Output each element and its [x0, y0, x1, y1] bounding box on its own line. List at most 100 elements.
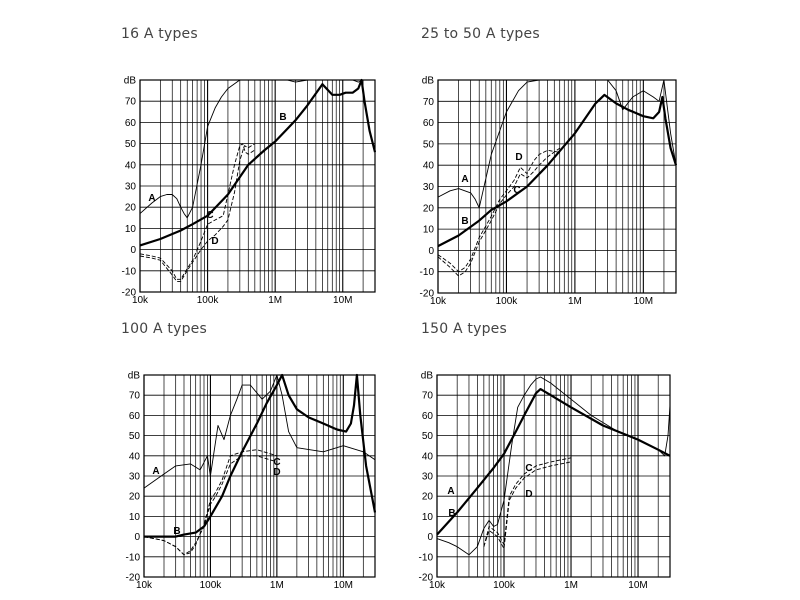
series-line-b: [437, 93, 678, 248]
series-line-a: [437, 79, 677, 209]
y-tick-label: 10: [422, 512, 434, 523]
series-line-b: [436, 388, 671, 536]
plot-frame: [143, 374, 376, 578]
y-tick-label: -20: [420, 289, 435, 300]
y-tick-label: -20: [126, 573, 141, 584]
series-line-b: [144, 373, 377, 538]
y-tick-label: 0: [134, 532, 140, 543]
plot-frame: [436, 374, 671, 578]
x-tick-label: 10k: [136, 580, 153, 591]
x-tick-label: 10k: [132, 295, 149, 306]
curve-label-d: D: [525, 489, 532, 500]
curve-label-c: C: [513, 185, 520, 196]
curve-label-a: A: [447, 486, 454, 497]
y-tick-label: 10: [423, 225, 435, 236]
y-tick-label: 0: [130, 245, 136, 256]
y-tick-label: 70: [129, 391, 141, 402]
y-tick-label: -10: [419, 552, 434, 563]
x-tick-label: 10M: [628, 580, 647, 591]
y-tick-label: 70: [125, 97, 137, 108]
curve-label-c: C: [206, 210, 213, 221]
x-tick-label: 100k: [200, 580, 223, 591]
x-tick-label: 1M: [568, 296, 582, 307]
x-tick-label: 10M: [634, 296, 653, 307]
x-tick-label: 1M: [564, 580, 578, 591]
series-line-c: [139, 143, 256, 280]
y-tick-label: 60: [129, 411, 141, 422]
x-tick-label: 10M: [334, 580, 353, 591]
x-tick-label: 1M: [268, 295, 282, 306]
curve-label-a: A: [152, 466, 159, 477]
curve-label-d: D: [273, 467, 280, 478]
y-tick-label: 30: [423, 182, 435, 193]
x-tick-label: 100k: [197, 295, 220, 306]
y-tick-label: 40: [125, 160, 137, 171]
chart-title-16a: 16 A types: [121, 26, 198, 42]
x-tick-label: 1M: [270, 580, 284, 591]
y-tick-label: dB: [128, 371, 141, 382]
y-tick-label: 0: [428, 246, 434, 257]
y-tick-label: 0: [427, 532, 433, 543]
chart-title-150a: 150 A types: [421, 321, 507, 337]
chart-100a: -20 -10 0 10 20 30 40 50 60 70 dB 10k 100k 1M 10M A B CD: [126, 371, 377, 591]
y-tick-label: 70: [423, 97, 435, 108]
y-tick-label: 70: [422, 391, 434, 402]
x-tick-label: 10k: [430, 296, 447, 307]
series-line-b: [139, 78, 377, 247]
curve-label-a: A: [148, 193, 155, 204]
curve-label-b: B: [461, 216, 468, 227]
chart-150a: -20 -10 0 10 20 30 40 50 60 70 dB 10k 100k 1M 10M AB C D: [419, 371, 671, 591]
curve-label-d: D: [515, 152, 522, 163]
y-tick-label: 60: [125, 118, 137, 129]
y-tick-label: 20: [423, 203, 435, 214]
y-tick-label: 20: [422, 492, 434, 503]
x-tick-label: 100k: [493, 580, 516, 591]
y-tick-label: -20: [419, 573, 434, 584]
y-tick-label: dB: [124, 76, 137, 87]
chart-25-50a: -20 -10 0 10 20 30 40 50 60 70 dB 10k 100k 1M 10M A B C D: [420, 76, 678, 307]
curve-label-a: A: [461, 174, 468, 185]
y-tick-label: -10: [126, 552, 141, 563]
curve-label-c: C: [273, 457, 280, 468]
curve-label-b: B: [173, 526, 180, 537]
y-tick-label: 20: [125, 203, 137, 214]
y-tick-label: dB: [421, 371, 434, 382]
y-tick-label: 60: [423, 118, 435, 129]
series-line-d: [437, 149, 560, 273]
chart-16a: -20 -10 0 10 20 30 40 50 60 70 dB 10k 100k 1M 10M A B C D: [122, 76, 377, 306]
y-tick-label: 10: [125, 224, 137, 235]
curve-label-d: D: [211, 236, 218, 247]
x-tick-label: 10k: [429, 580, 446, 591]
y-tick-label: 30: [129, 472, 141, 483]
y-tick-label: 40: [423, 161, 435, 172]
y-tick-label: -20: [122, 288, 137, 299]
y-tick-label: dB: [422, 76, 435, 87]
series-line-a: [143, 374, 376, 489]
chart-title-100a: 100 A types: [121, 321, 207, 337]
y-tick-label: 20: [129, 492, 141, 503]
series-line-d: [483, 461, 572, 550]
y-tick-label: 50: [422, 431, 434, 442]
y-tick-label: 40: [129, 451, 141, 462]
chart-title-25-50a: 25 to 50 A types: [421, 26, 540, 42]
y-tick-label: 10: [129, 512, 141, 523]
curve-label-c: C: [525, 463, 532, 474]
curve-label-b: B: [448, 508, 455, 519]
series-line-a: [139, 79, 370, 219]
y-tick-label: -10: [122, 266, 137, 277]
y-tick-label: 30: [422, 472, 434, 483]
x-tick-label: 100k: [496, 296, 519, 307]
series-line-c: [437, 147, 560, 277]
y-tick-label: 50: [129, 431, 141, 442]
y-tick-label: 60: [422, 411, 434, 422]
y-tick-label: 30: [125, 182, 137, 193]
y-tick-label: 50: [423, 139, 435, 150]
series-line-d: [139, 143, 256, 282]
curve-label-b: B: [279, 112, 286, 123]
y-tick-label: 50: [125, 139, 137, 150]
y-tick-label: 40: [422, 451, 434, 462]
series-line-c: [483, 457, 572, 547]
x-tick-label: 10M: [333, 295, 352, 306]
y-tick-label: -10: [420, 267, 435, 278]
series-line-d: [143, 455, 278, 556]
